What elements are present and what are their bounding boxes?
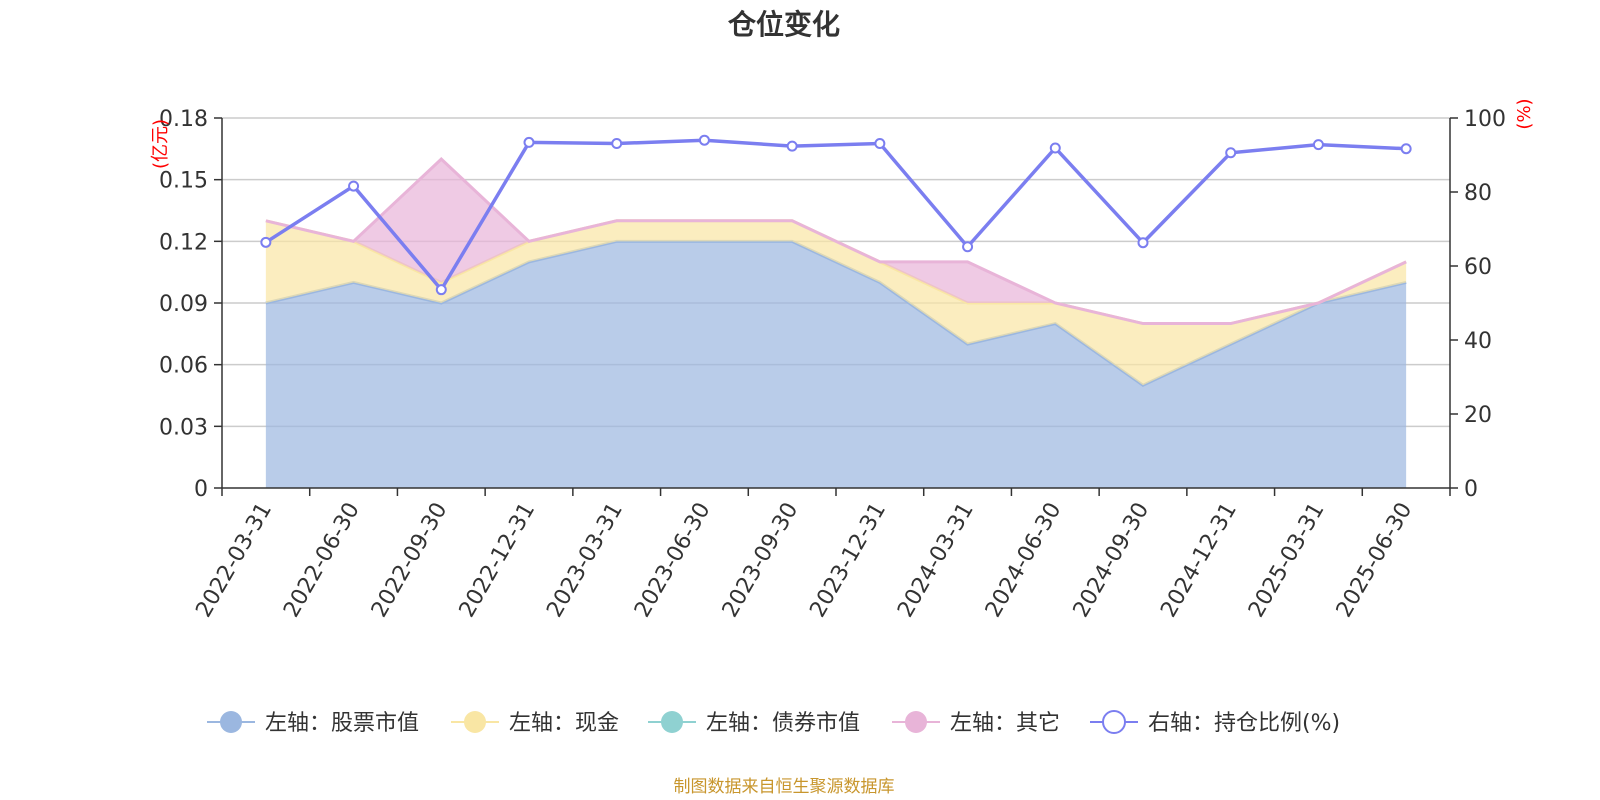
legend-label: 左轴：现金 [509,711,619,736]
legend-marker [1102,710,1126,734]
ratio-point [1137,237,1149,249]
x-tick-label: 2025-03-31 [1244,499,1330,622]
x-tick-label: 2024-09-30 [1069,499,1155,622]
left-tick-label: 0.18 [159,107,208,132]
ratio-point [1225,147,1237,159]
right-tick-label: 0 [1464,477,1478,502]
ratio-point [962,241,974,253]
legend-label: 左轴：其它 [950,711,1060,736]
x-tick-label: 2022-06-30 [279,499,365,622]
x-tick-label: 2023-03-31 [542,499,628,622]
right-tick-label: 100 [1464,107,1506,132]
x-tick-label: 2023-06-30 [630,499,716,622]
left-tick-label: 0.12 [159,230,208,255]
legend-label: 左轴：债券市值 [706,711,860,736]
legend-item[interactable]: 右轴：持仓比例(%) [1090,710,1340,736]
area-series-0 [265,241,1407,488]
left-tick-label: 0.09 [159,292,208,317]
ratio-point [1312,139,1324,151]
ratio-point [874,138,886,150]
ratio-point [698,134,710,146]
x-tick-label: 2024-03-31 [893,499,979,622]
x-tick-label: 2022-09-30 [367,499,453,622]
left-tick-label: 0.06 [159,354,208,379]
legend-item[interactable]: 左轴：现金 [451,711,619,736]
legend-label: 左轴：股票市值 [265,711,419,736]
legend-label: 右轴：持仓比例(%) [1148,711,1340,736]
legend-marker [220,711,242,733]
legend-marker [464,711,486,733]
ratio-point [1049,142,1061,154]
data-source-note: 制图数据来自恒生聚源数据库 [674,777,895,797]
legend-marker [661,711,683,733]
x-tick-label: 2023-12-31 [805,499,891,622]
x-tick-label: 2022-03-31 [191,499,277,622]
left-tick-label: 0.03 [159,415,208,440]
holding-ratio-line [260,134,1412,296]
area-edge-3 [265,157,1407,326]
stacked-areas [265,157,1407,488]
legend-marker [905,711,927,733]
legend-item[interactable]: 左轴：债券市值 [648,711,860,736]
legend[interactable]: 左轴：股票市值 左轴：现金 左轴：债券市值 左轴：其它 右轴：持仓比例(%) [207,710,1340,736]
legend-item[interactable]: 左轴：股票市值 [207,711,419,736]
x-tick-label: 2022-12-31 [455,499,541,622]
left-tick-label: 0 [194,477,208,502]
ratio-point [786,140,798,152]
x-tick-label: 2025-06-30 [1332,499,1418,622]
legend-item[interactable]: 左轴：其它 [892,711,1060,736]
x-tick-label: 2024-12-31 [1156,499,1242,622]
chart-title: 仓位变化 [728,8,840,41]
right-tick-label: 80 [1464,181,1492,206]
right-tick-label: 60 [1464,255,1492,280]
ratio-line-path [264,138,1407,293]
right-tick-label: 20 [1464,403,1492,428]
ratio-point [348,180,360,192]
ratio-point [523,136,535,148]
left-tick-label: 0.15 [159,169,208,194]
area-series-1 [265,220,1407,386]
x-tick-label: 2024-06-30 [981,499,1067,622]
ratio-point [260,236,272,248]
area-series-3 [265,159,1407,324]
right-tick-label: 40 [1464,329,1492,354]
ratio-point [1400,143,1412,155]
left-axis-unit: (亿元) [150,119,171,169]
ratio-point [435,284,447,296]
x-tick-label: 2023-09-30 [718,499,804,622]
right-axis-unit: (%) [1514,98,1535,129]
ratio-point [611,138,623,150]
